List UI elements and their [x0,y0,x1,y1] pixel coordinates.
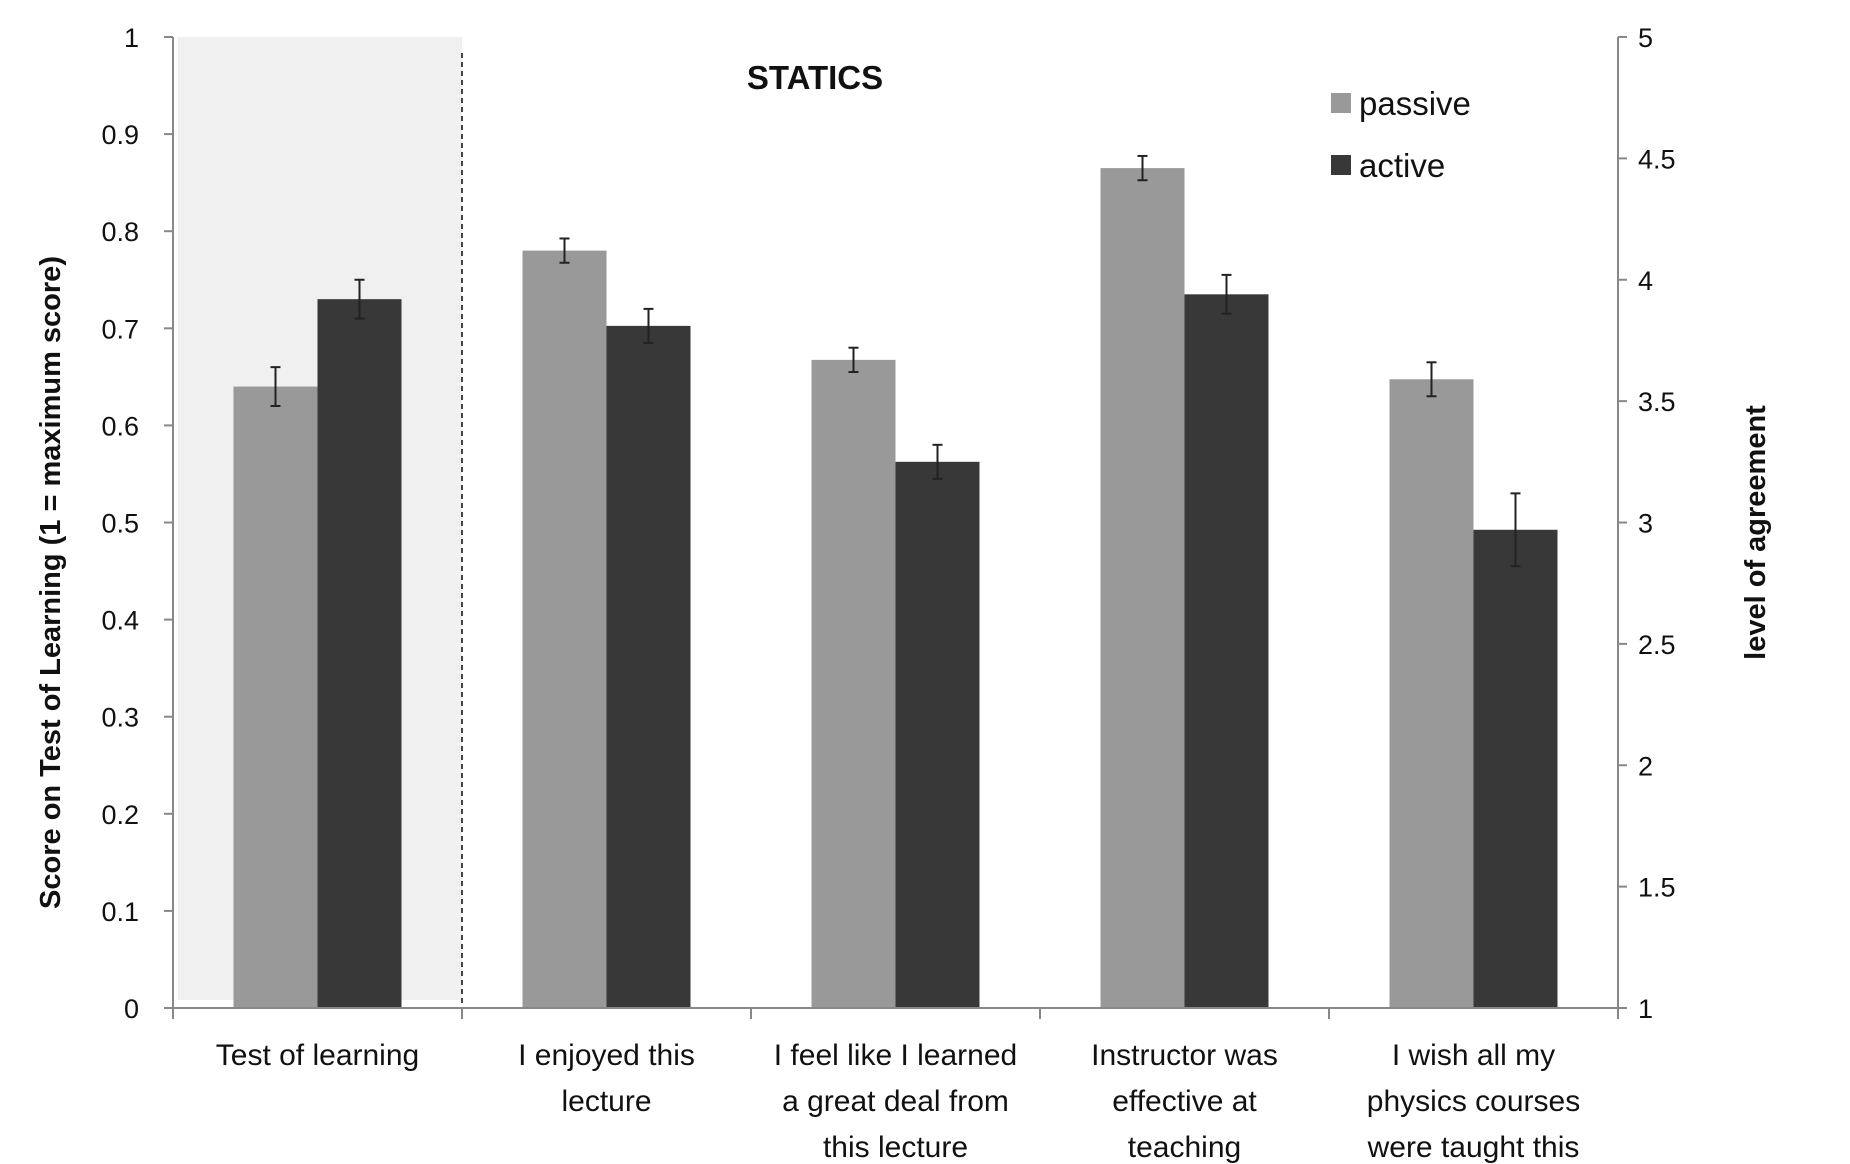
category-label-line: I wish all my [1392,1039,1555,1072]
category-label-4: I wish all my physics courses were taught … [1367,1039,1581,1164]
category-label-line: a great deal from [782,1085,1009,1118]
left-axis-tick-label: 0.3 [101,703,139,733]
error-bar-passive-1 [559,237,570,264]
left-axis-tick-label: 0.7 [101,314,139,344]
legend-label-active: active [1359,147,1445,184]
error-bar-active-4 [1510,492,1521,568]
right-axis-tick-label: 1.5 [1638,873,1676,903]
category-label-line: I feel like I learned [774,1039,1017,1072]
bar-passive-0 [233,386,318,1008]
error-bar-active-1 [643,307,654,344]
bar-passive-2 [811,359,896,1008]
legend-label-passive: passive [1359,85,1471,122]
right-axis-tick-label: 1 [1638,994,1653,1024]
axes-layer: 0 0.1 0.2 0.3 0.4 0.5 0.6 0.7 0.8 0.9 1 1 1.5 2 2.5 3 3.… [101,23,1675,1164]
category-label-line: Instructor was [1091,1039,1278,1072]
category-label-0: Test of learning [216,1039,419,1072]
bar-active-4 [1473,529,1558,1008]
right-axis-tick-label: 2.5 [1638,630,1676,660]
category-label-2: I feel like I learned a great deal from th… [774,1039,1017,1164]
bar-passive-3 [1100,168,1185,1008]
left-axis-tick-label: 0.5 [101,509,139,539]
left-axis-title: Score on Test of Learning (1 = maximum s… [35,256,67,909]
error-bar-passive-4 [1426,361,1437,398]
left-axis-tick-label: 0 [124,994,139,1024]
bar-passive-1 [522,250,607,1008]
bars-layer [233,154,1558,1009]
category-label-line: were taught this [1367,1131,1580,1164]
category-label-line: effective at [1112,1085,1257,1118]
bar-active-0 [317,299,402,1008]
left-axis-tick-label: 0.8 [101,217,139,247]
legend-swatch-active [1331,155,1351,175]
bar-active-2 [895,461,980,1008]
category-label-line: physics courses [1367,1085,1580,1118]
legend-swatch-passive [1331,93,1351,113]
legend: passive active [1331,85,1471,184]
chart-title: STATICS [747,59,883,96]
right-axis-tick-label: 2 [1638,751,1653,781]
right-axis-tick-label: 4 [1638,266,1653,296]
category-label-line: I enjoyed this [518,1039,695,1072]
right-axis-tick-label: 3.5 [1638,387,1676,417]
error-bar-active-0 [354,278,365,320]
left-axis-tick-label: 0.4 [101,606,139,636]
left-axis-tick-label: 1 [124,23,139,53]
category-label-line: Test of learning [216,1039,419,1072]
category-label-3: Instructor was effective at teaching [1091,1039,1278,1164]
category-label-line: lecture [561,1085,651,1118]
category-label-line: teaching [1128,1131,1241,1164]
error-bar-active-2 [932,443,943,480]
error-bar-active-3 [1221,273,1232,315]
bar-active-1 [606,325,691,1008]
left-axis-tick-label: 0.9 [101,120,139,150]
error-bar-passive-0 [270,366,281,407]
error-bar-passive-3 [1137,154,1148,182]
bar-passive-4 [1389,379,1474,1009]
left-axis-tick-label: 0.1 [101,897,139,927]
left-axis-tick-label: 0.6 [101,411,139,441]
left-axis-tick-label: 0.2 [101,800,139,830]
right-axis-tick-label: 5 [1638,23,1653,53]
error-bar-passive-2 [848,346,859,373]
right-axis-tick-label: 3 [1638,509,1653,539]
bar-active-3 [1184,294,1269,1008]
right-axis-title: level of agreement [1740,405,1772,660]
right-axis-tick-label: 4.5 [1638,144,1676,174]
category-label-1: I enjoyed this lecture [518,1039,695,1118]
category-label-line: this lecture [823,1131,968,1164]
